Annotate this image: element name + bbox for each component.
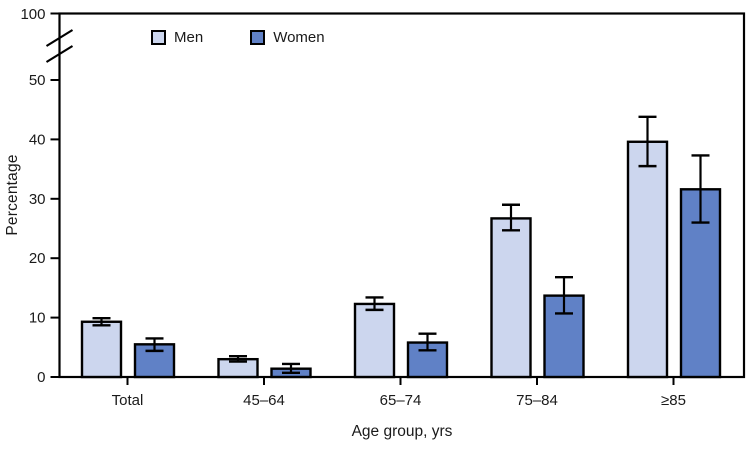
x-axis-title: Age group, yrs xyxy=(351,423,453,440)
legend: Men Women xyxy=(151,29,325,46)
x-tick-label: 45–64 xyxy=(243,392,285,409)
y-tick-label: 30 xyxy=(29,191,46,208)
x-tick-label: ≥85 xyxy=(661,392,686,409)
y-tick-label: 40 xyxy=(29,131,46,148)
axis-break-mark xyxy=(45,45,74,63)
y-axis-title: Percentage xyxy=(4,154,21,236)
legend-label-men: Men xyxy=(174,29,204,46)
plot-frame xyxy=(58,12,746,379)
bar-women-4 xyxy=(679,188,722,379)
bar-men-2 xyxy=(353,302,396,379)
y-tick-label-top: 100 xyxy=(20,6,45,23)
y-tick-label: 50 xyxy=(29,72,46,89)
x-tick-label: Total xyxy=(112,392,144,409)
bar-men-3 xyxy=(490,217,532,379)
legend-swatch-women xyxy=(250,30,266,45)
x-tick-label: 75–84 xyxy=(516,392,558,409)
bar-men-0 xyxy=(80,320,123,379)
axis-break-mark xyxy=(45,29,74,47)
bar-men-4 xyxy=(626,140,669,379)
y-tick-label: 20 xyxy=(29,250,46,267)
y-tick-label: 10 xyxy=(29,310,46,327)
legend-swatch-men xyxy=(151,30,166,45)
x-tick-label: 65–74 xyxy=(380,392,422,409)
legend-label-women: Women xyxy=(273,29,325,46)
y-tick-label: 0 xyxy=(37,369,45,386)
